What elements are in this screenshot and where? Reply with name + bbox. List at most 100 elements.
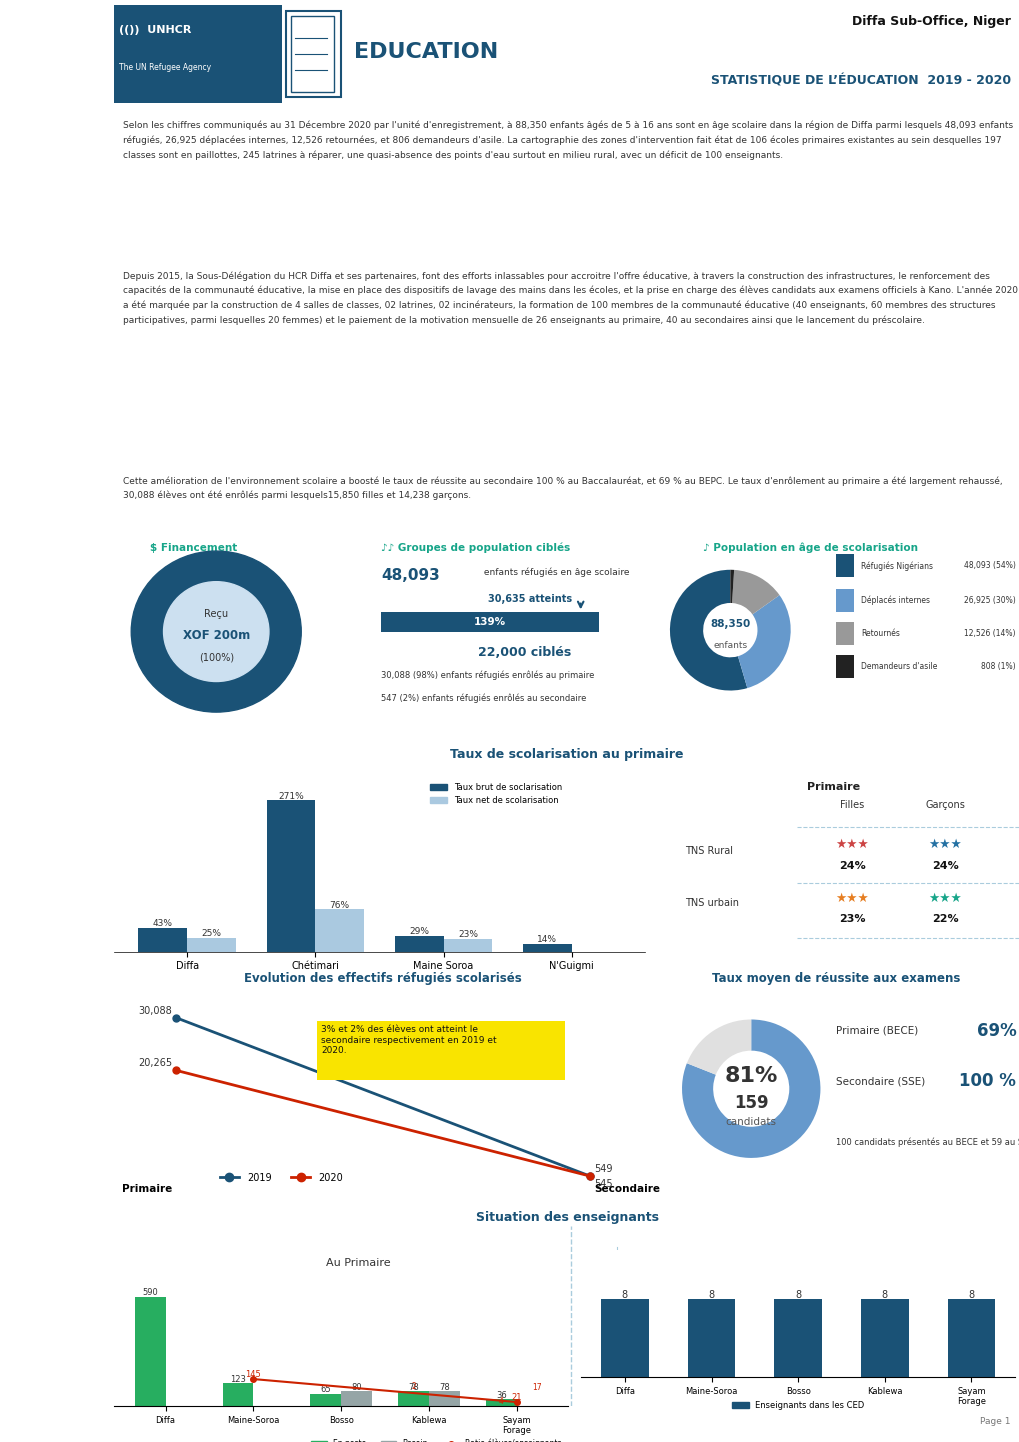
Bar [523,945,572,952]
FancyBboxPatch shape [290,16,334,92]
Text: 48,093: 48,093 [381,568,440,583]
Bar [429,1392,460,1406]
Text: 30,088: 30,088 [139,1005,172,1015]
Wedge shape [686,1019,751,1074]
Wedge shape [732,570,779,614]
Text: 76%: 76% [329,901,350,910]
Text: 21: 21 [511,1393,522,1402]
Wedge shape [682,1019,819,1158]
Text: 100 %: 100 % [959,1073,1015,1090]
Text: Primaire: Primaire [121,1184,172,1194]
Text: 590: 590 [143,1288,158,1298]
Text: 20,265: 20,265 [138,1058,172,1069]
Text: 3% et 2% des élèves ont atteint le
secondaire respectivement en 2019 et
2020.: 3% et 2% des élèves ont atteint le secon… [321,1025,496,1056]
Text: STATISTIQUE DE L’ÉDUCATION  2019 - 2020: STATISTIQUE DE L’ÉDUCATION 2019 - 2020 [710,75,1010,88]
Bar [860,1299,908,1377]
Text: 30,635 atteints: 30,635 atteints [487,594,571,604]
Text: 545: 545 [593,1180,612,1190]
Text: (())  UNHCR: (()) UNHCR [118,26,191,35]
Text: (100%): (100%) [199,652,233,662]
Text: 24%: 24% [839,861,865,871]
FancyBboxPatch shape [836,622,853,645]
Wedge shape [669,570,747,691]
Text: Selon les chiffres communiqués au 31 Décembre 2020 par l'unité d'enregistrement,: Selon les chiffres communiqués au 31 Déc… [123,121,1013,160]
Text: Réfugiés Nigérians: Réfugiés Nigérians [861,561,932,571]
Text: XOF 200m: XOF 200m [182,629,250,642]
Text: ♪♪ Groupes de population ciblés: ♪♪ Groupes de population ciblés [381,542,570,554]
Bar [773,1299,821,1377]
Text: candidats: candidats [726,1118,776,1128]
Text: 139%: 139% [474,617,505,627]
Text: 36: 36 [495,1390,506,1400]
Text: 80: 80 [351,1383,362,1392]
Text: 17: 17 [531,1383,541,1392]
Legend: Enseignants dans les CED: Enseignants dans les CED [728,1397,867,1413]
Text: 4: 4 [498,1397,503,1406]
Bar [310,1394,341,1406]
Bar [397,1392,429,1406]
Text: Evolution des effectifs réfugiés scolarisés: Evolution des effectifs réfugiés scolari… [244,972,522,985]
Text: 48,093 (54%): 48,093 (54%) [963,561,1015,571]
Text: ♪ Population en âge de scolarisation: ♪ Population en âge de scolarisation [702,542,917,554]
Text: enfants: enfants [712,640,747,650]
Text: UNHCR FACTSHEET: UNHCR FACTSHEET [43,572,71,870]
Bar [443,939,492,952]
Text: 22%: 22% [931,914,958,924]
Text: Demandeurs d'asile: Demandeurs d'asile [861,662,936,671]
Text: 30,088 (98%) enfants réfugiés enrôlés au primaire: 30,088 (98%) enfants réfugiés enrôlés au… [381,671,594,681]
Text: 29%: 29% [409,927,429,936]
Text: 159: 159 [734,1093,767,1112]
FancyBboxPatch shape [317,1021,565,1080]
Text: 271%: 271% [278,792,304,800]
Bar [135,1296,165,1406]
Text: Page 1: Page 1 [979,1417,1010,1426]
Wedge shape [730,570,734,603]
Text: Retournés: Retournés [861,629,900,637]
Text: 78: 78 [408,1383,419,1392]
Text: Filles: Filles [840,800,864,810]
Text: Au Primaire: Au Primaire [326,1259,390,1268]
Text: 26,925 (30%): 26,925 (30%) [963,596,1015,606]
Text: Secondaire (SSE): Secondaire (SSE) [836,1077,925,1086]
Text: 43%: 43% [153,919,172,929]
Bar [315,910,364,952]
Text: Garçons: Garçons [924,800,965,810]
Text: Secondaire: Secondaire [593,1184,659,1194]
Text: The UN Refugee Agency: The UN Refugee Agency [118,62,211,72]
Text: 25%: 25% [201,929,221,939]
Circle shape [131,551,301,712]
Bar [394,936,443,952]
Text: Primaire: Primaire [806,782,860,792]
FancyBboxPatch shape [286,12,340,97]
Text: EDUCATION: EDUCATION [354,42,498,62]
Text: 23%: 23% [839,914,865,924]
Bar [947,1299,995,1377]
Text: 24%: 24% [931,861,958,871]
Text: Cette amélioration de l'environnement scolaire a boosté le taux de réussite au s: Cette amélioration de l'environnement sc… [123,476,1002,500]
Bar [186,937,235,952]
Text: 22,000 ciblés: 22,000 ciblés [478,646,571,659]
Text: 8: 8 [880,1289,887,1299]
Text: Depuis 2015, la Sous-Délégation du HCR Diffa et ses partenaires, font des effort: Depuis 2015, la Sous-Délégation du HCR D… [123,271,1017,324]
Legend: En poste, Besoin, Ratio élèves/enseignants: En poste, Besoin, Ratio élèves/enseignan… [308,1436,564,1442]
Text: 14%: 14% [537,936,557,945]
Text: 549: 549 [593,1164,611,1174]
FancyBboxPatch shape [836,655,853,678]
Text: 2: 2 [411,1383,416,1392]
Text: Déplacés internes: Déplacés internes [861,596,929,606]
Text: TNS urbain: TNS urbain [685,898,738,908]
Text: 88,350: 88,350 [709,619,750,629]
Wedge shape [738,596,790,688]
Text: Reçu: Reçu [204,609,228,619]
Text: 65: 65 [320,1386,331,1394]
Text: 547 (2%) enfants réfugiés enrôlés au secondaire: 547 (2%) enfants réfugiés enrôlés au sec… [381,694,586,704]
Bar [266,800,315,952]
Text: 8: 8 [708,1289,714,1299]
Text: ★★★: ★★★ [835,838,868,851]
Text: 81%: 81% [723,1066,777,1086]
Text: Diffa Sub-Office, Niger: Diffa Sub-Office, Niger [851,14,1010,29]
FancyBboxPatch shape [114,6,281,102]
Text: 69%: 69% [975,1022,1015,1040]
Text: ★★★: ★★★ [927,838,962,851]
Circle shape [163,581,269,682]
